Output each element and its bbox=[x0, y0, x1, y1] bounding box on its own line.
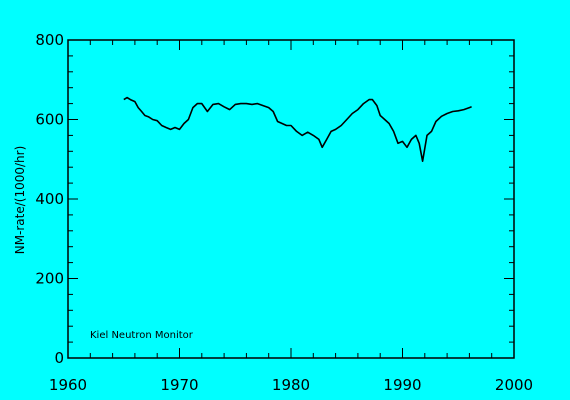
y-axis-title: NM-rate/(1000/hr) bbox=[13, 146, 27, 255]
x-tick-label: 1970 bbox=[160, 376, 198, 394]
axis-ticks bbox=[67, 39, 515, 359]
y-tick-label: 400 bbox=[35, 190, 64, 208]
x-tick-label: 1990 bbox=[383, 376, 421, 394]
y-tick-label: 600 bbox=[35, 111, 64, 129]
x-tick-label: 2000 bbox=[495, 376, 533, 394]
y-tick-label: 200 bbox=[35, 270, 64, 288]
x-tick-label: 1960 bbox=[49, 376, 87, 394]
y-tick-label: 0 bbox=[54, 349, 64, 367]
series-line bbox=[123, 96, 472, 162]
x-tick-label: 1980 bbox=[272, 376, 310, 394]
plot-frame bbox=[67, 39, 515, 359]
chart-annotation: Kiel Neutron Monitor bbox=[90, 330, 194, 341]
series-group bbox=[123, 96, 472, 162]
y-tick-label: 800 bbox=[35, 31, 64, 49]
tick-labels: 1960 1970 1980 1990 2000 0 200 400 600 800 bbox=[35, 31, 533, 394]
